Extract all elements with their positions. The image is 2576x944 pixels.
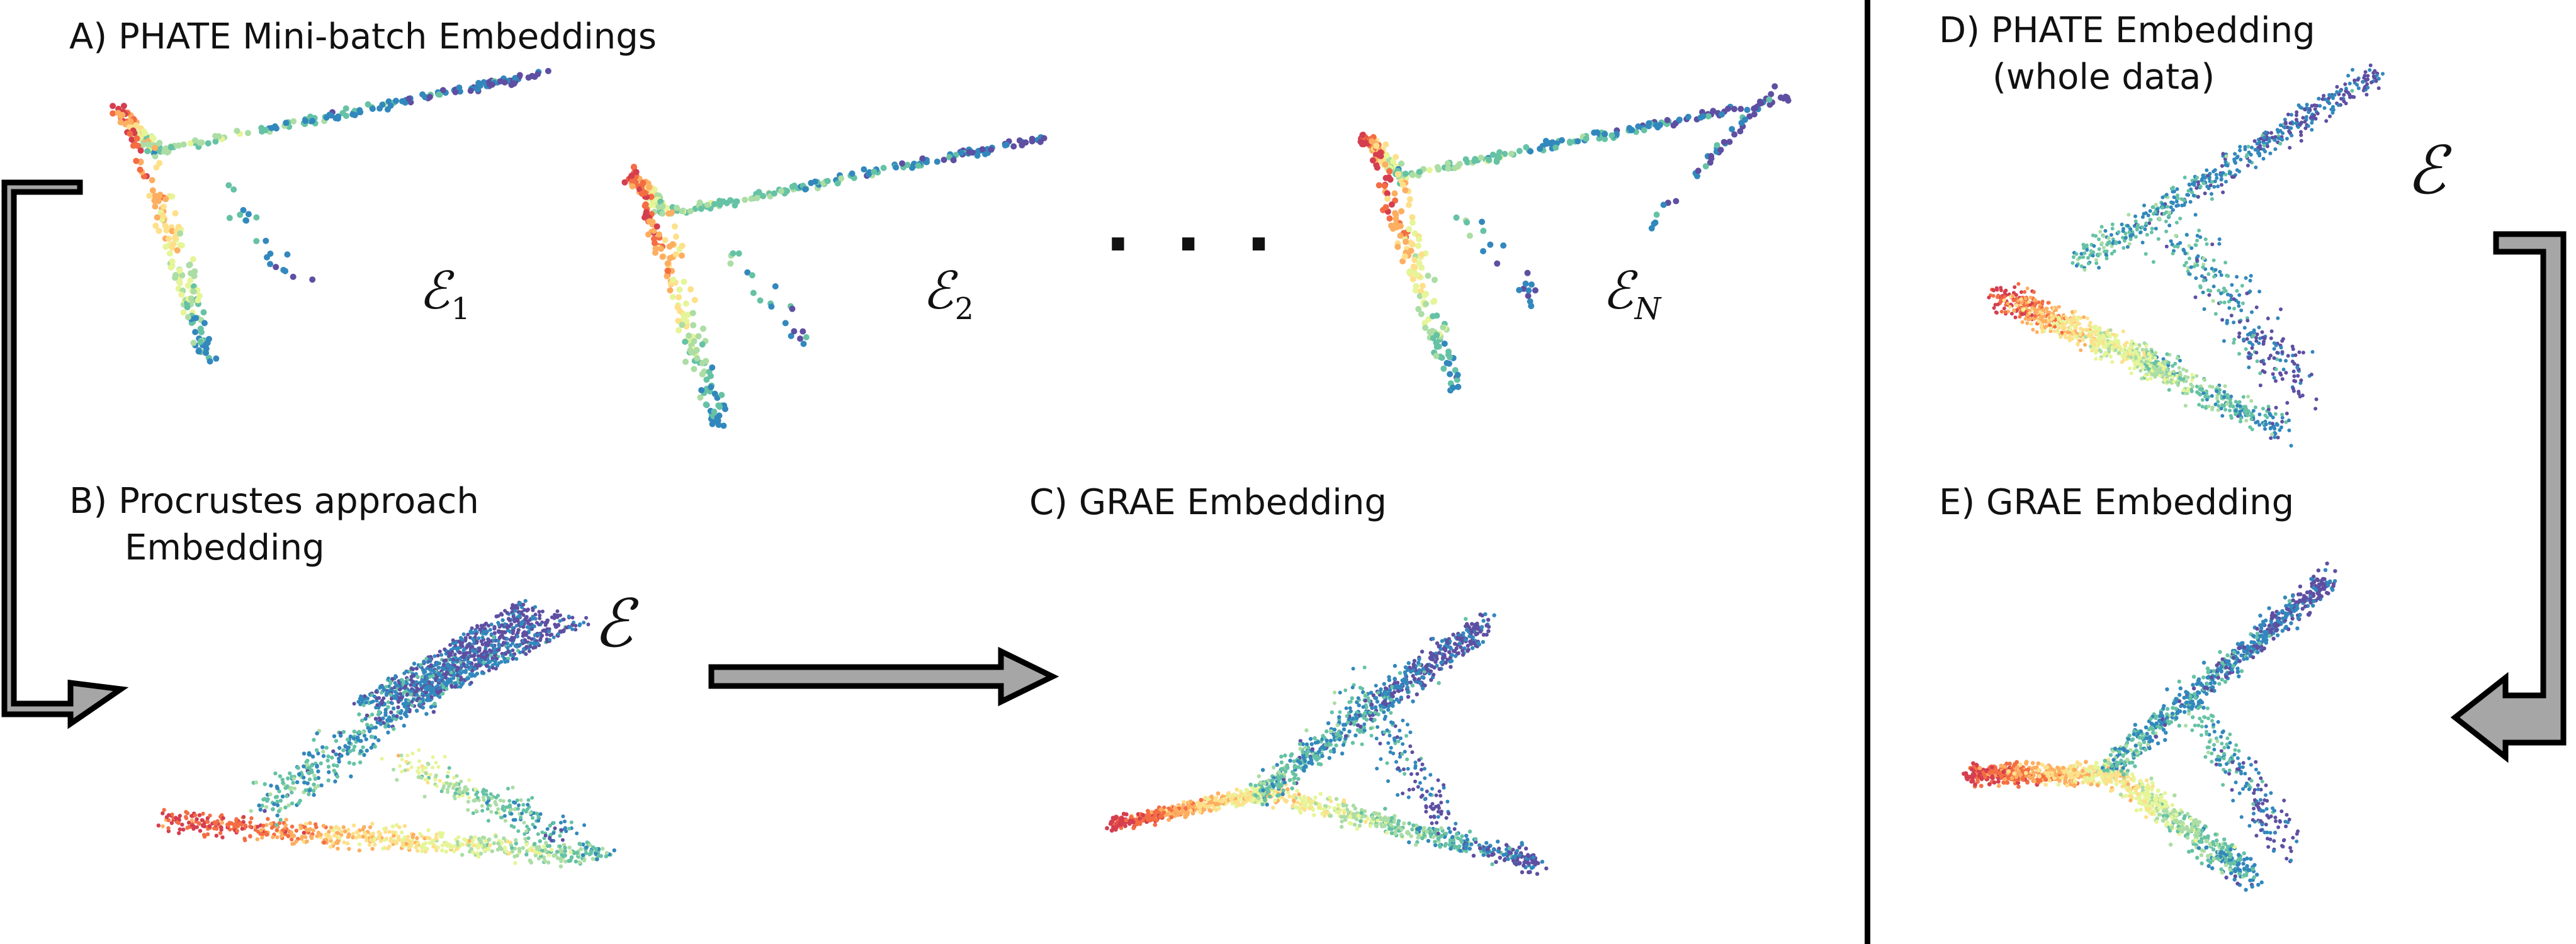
panel-d-title: D) PHATE Embedding (whole data) [1939,8,2315,101]
e-symbol: ℰ [593,585,633,662]
e-symbol: ℰ [419,261,450,321]
horizontal-arrow [708,646,1059,707]
minibatch-scatter-n [1357,83,1792,394]
math-e2: ℰ2 [922,261,974,327]
panel-b-title-line1: B) Procrustes approach [69,481,479,522]
grae-scatter-c [1105,612,1549,876]
phate-whole-scatter [1987,63,2385,448]
sub-1: 1 [451,291,470,327]
panel-d-title-line2: (whole data) [1992,56,2215,98]
panel-e-title: E) GRAE Embedding [1939,482,2295,523]
math-e-phate: ℰ [2406,132,2446,209]
minibatch-scatter-1 [110,67,551,365]
panel-d-title-line1: D) PHATE Embedding [1939,10,2315,51]
panel-b-title: B) Procrustes approach Embedding [69,478,479,571]
separator-line [1865,0,1870,944]
panel-c-title: C) GRAE Embedding [1029,482,1387,523]
math-en: ℰN [1602,261,1661,327]
sub-2: 2 [954,291,974,327]
e-symbol: ℰ [2406,132,2446,209]
bent-arrow-left [1,179,129,729]
sub-n: N [1634,291,1661,327]
procrustes-scatter [156,598,616,868]
scatter-layer [110,63,2385,892]
e-symbol: ℰ [1602,261,1634,321]
grae-scatter-e [1962,561,2337,892]
e-symbol: ℰ [922,261,954,321]
bent-arrow-right [2450,231,2567,763]
panel-b-title-line2: Embedding [125,527,325,568]
panel-a-title: A) PHATE Mini-batch Embeddings [69,16,657,57]
math-e-procrustes: ℰ [593,585,633,662]
minibatch-scatter-2 [621,134,1048,429]
ellipsis: ... [1105,186,1316,267]
math-e1: ℰ1 [419,261,470,327]
